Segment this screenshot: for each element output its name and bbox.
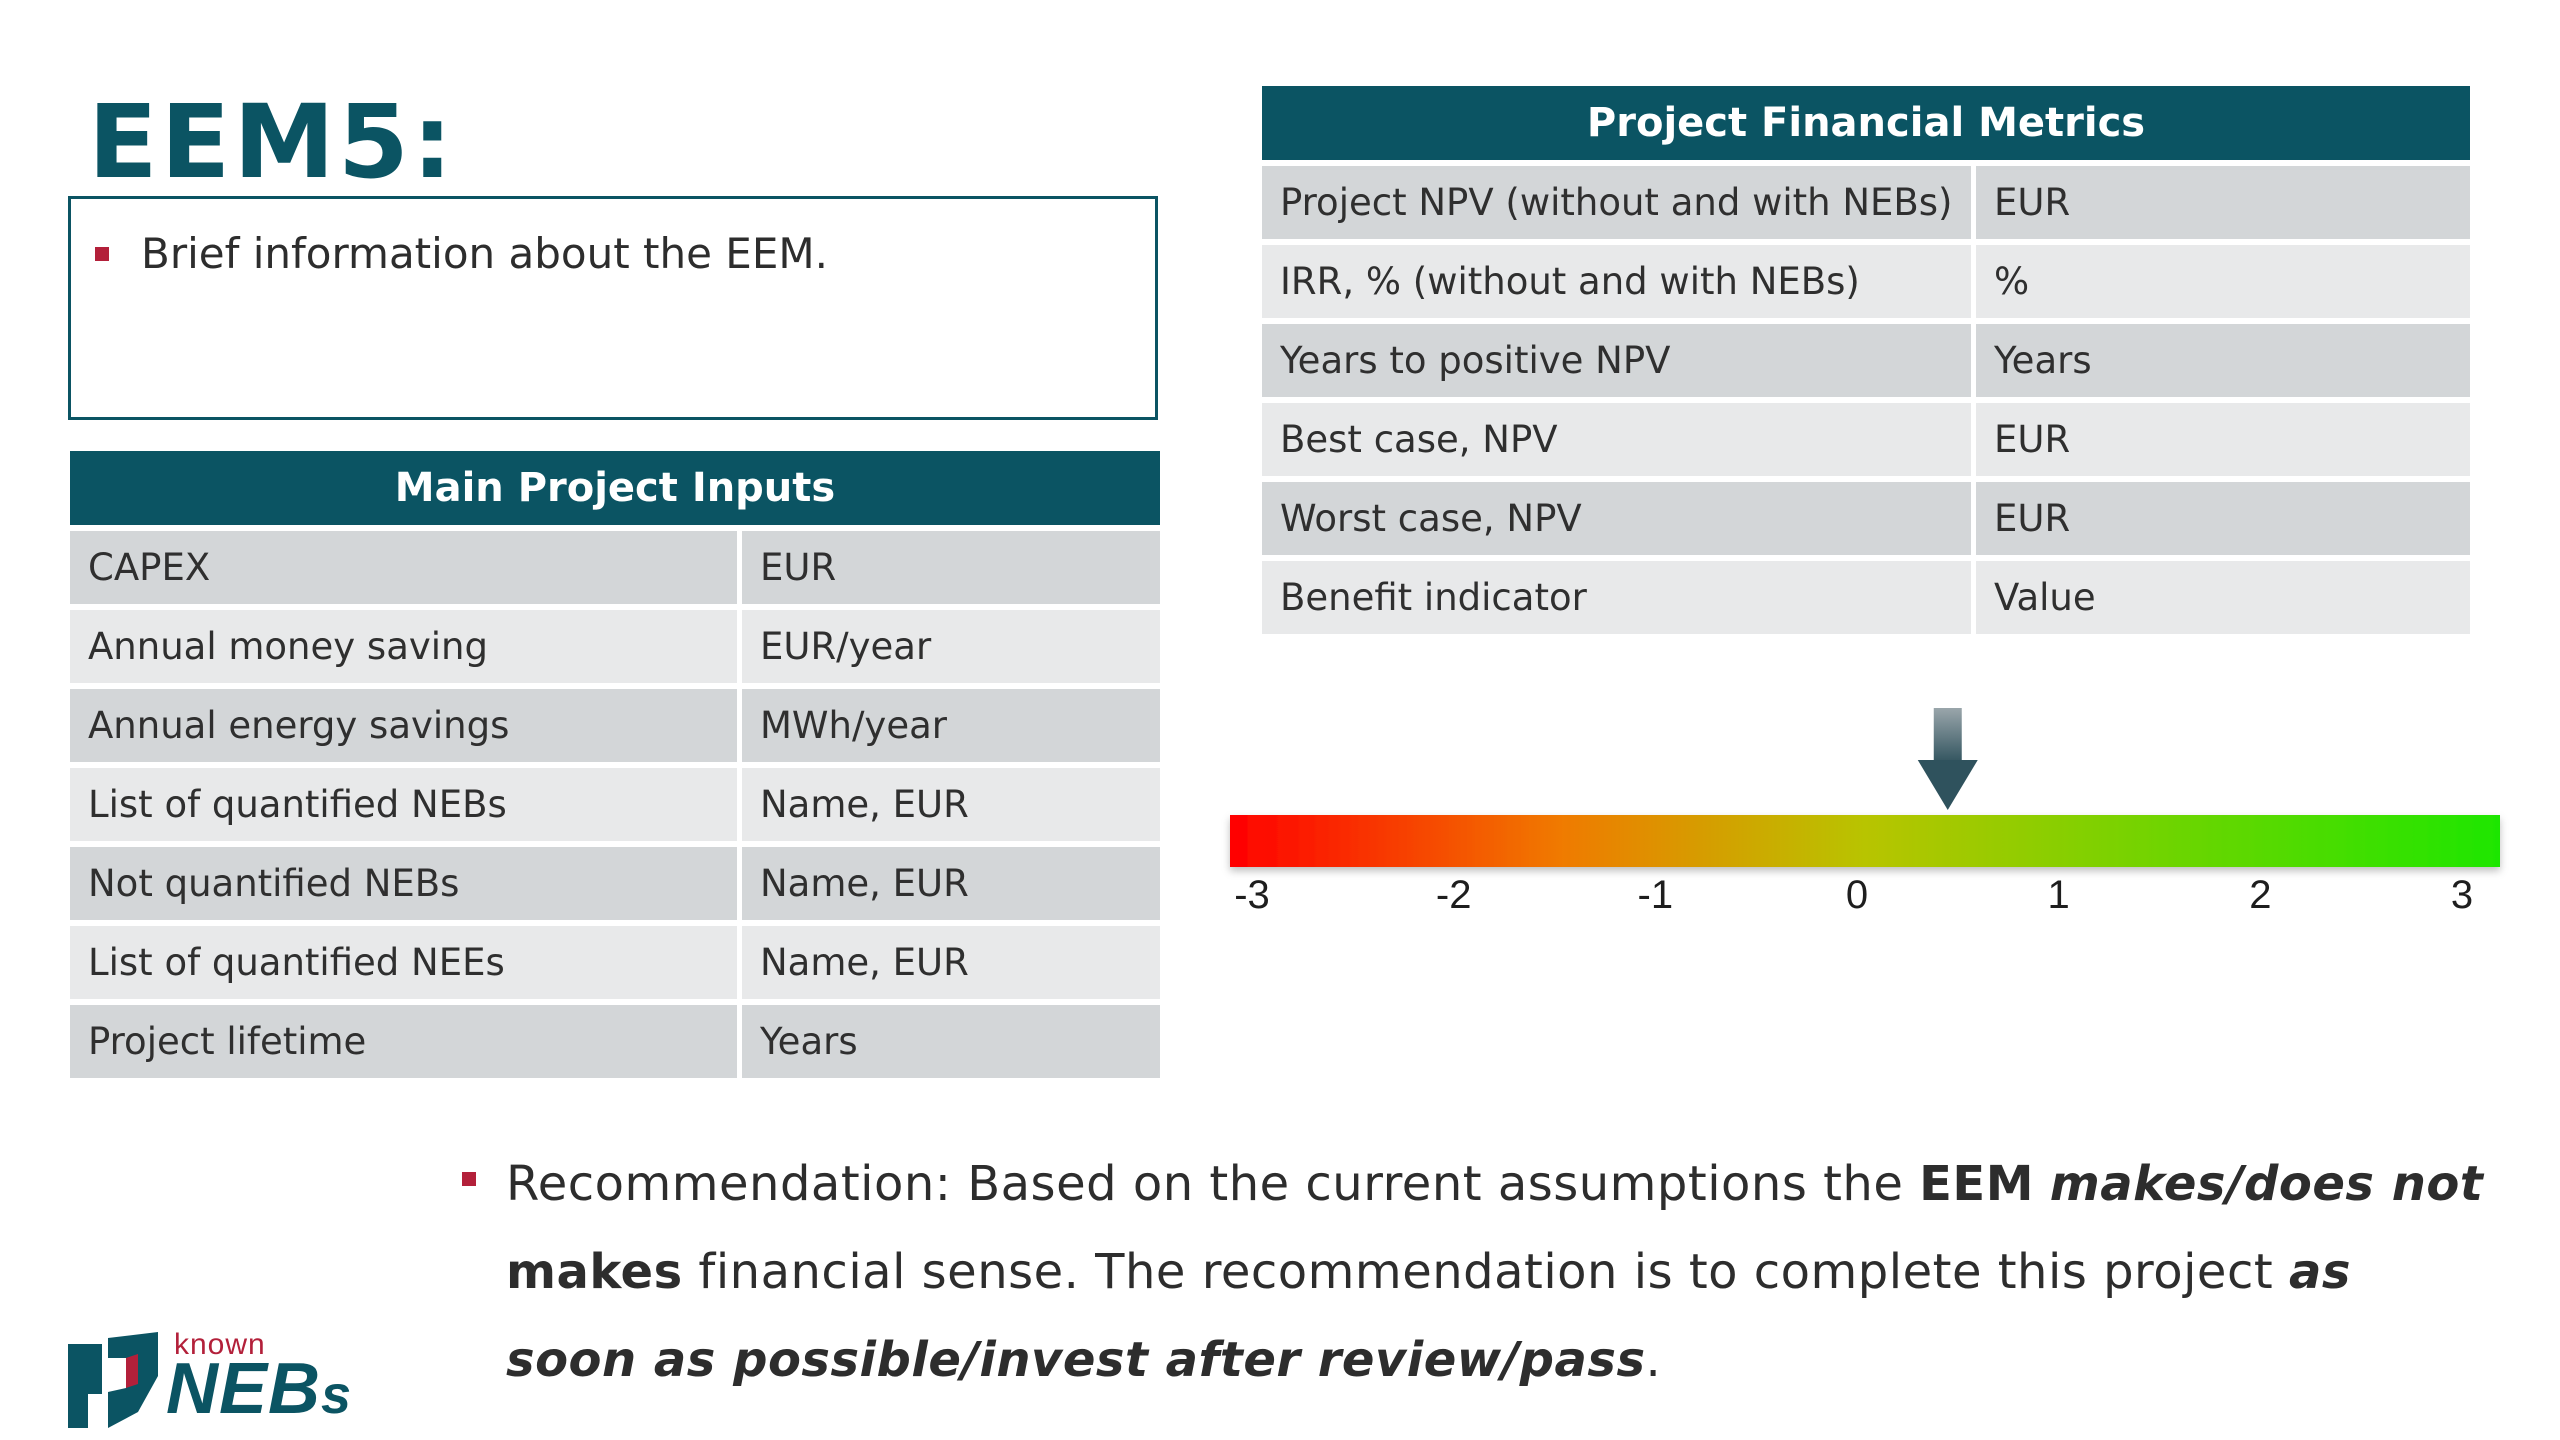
tick-label: 3 <box>2451 873 2473 917</box>
logo-big-main: NEB <box>166 1349 322 1429</box>
row-label: CAPEX <box>70 531 742 610</box>
row-value: Years <box>742 1005 1160 1084</box>
row-value: EUR <box>742 531 1160 610</box>
table-row: Not quantified NEBs Name, EUR <box>70 847 1160 926</box>
recommendation-text: Recommendation: Based on the current ass… <box>506 1140 2492 1404</box>
rec-makes-does-not: makes/does not <box>2049 1156 2484 1212</box>
table-row: Benefit indicator Value <box>1262 561 2471 640</box>
row-label: Best case, NPV <box>1262 403 1976 482</box>
row-label: Not quantified NEBs <box>70 847 742 926</box>
metrics-table-header: Project Financial Metrics <box>1262 86 2471 160</box>
table-row: Worst case, NPV EUR <box>1262 482 2471 561</box>
inputs-table-header: Main Project Inputs <box>70 451 1160 525</box>
row-label: Annual energy savings <box>70 689 742 768</box>
rec-eem: EEM <box>1919 1156 2034 1212</box>
row-label: Worst case, NPV <box>1262 482 1976 561</box>
row-value: Years <box>1976 324 2471 403</box>
row-value: EUR/year <box>742 610 1160 689</box>
project-financial-metrics-table: Project Financial Metrics Project NPV (w… <box>1262 86 2471 640</box>
row-value: EUR <box>1976 166 2471 245</box>
row-value: % <box>1976 245 2471 324</box>
rec-options: as soon as possible/invest after review/… <box>506 1244 2351 1388</box>
logo-small-text: known <box>174 1328 266 1361</box>
row-value: EUR <box>1976 403 2471 482</box>
known-nebs-logo: known NEBs <box>68 1328 398 1438</box>
table-row: IRR, % (without and with NEBs) % <box>1262 245 2471 324</box>
rec-text-1: Recommendation: Based on the current ass… <box>506 1156 1920 1212</box>
tick-label: 2 <box>2249 873 2271 917</box>
row-value: Name, EUR <box>742 926 1160 1005</box>
recommendation: Recommendation: Based on the current ass… <box>462 1140 2492 1404</box>
table-row: List of quantified NEBs Name, EUR <box>70 768 1160 847</box>
row-value: Name, EUR <box>742 768 1160 847</box>
row-label: Annual money saving <box>70 610 742 689</box>
row-value: MWh/year <box>742 689 1160 768</box>
tick-label: 1 <box>2048 873 2070 917</box>
rec-text-2 <box>2034 1156 2050 1212</box>
logo-big-suffix: s <box>321 1365 353 1425</box>
row-value: Value <box>1976 561 2471 640</box>
table-row: Best case, NPV EUR <box>1262 403 2471 482</box>
info-bullet: Brief information about the EEM. <box>95 229 828 278</box>
table-row: Annual money saving EUR/year <box>70 610 1160 689</box>
logo-mark-icon <box>68 1332 158 1428</box>
row-label: Years to positive NPV <box>1262 324 1976 403</box>
table-row: List of quantified NEEs Name, EUR <box>70 926 1160 1005</box>
slide-title: EEM5: <box>88 83 456 202</box>
tick-label: -2 <box>1436 873 1472 917</box>
bullet-square-icon <box>95 246 109 261</box>
table-row: CAPEX EUR <box>70 531 1160 610</box>
scale-bar <box>1230 815 2500 867</box>
rec-text-5: . <box>1645 1332 1662 1388</box>
indicator-pointer-arrow-icon <box>1917 708 1978 810</box>
main-project-inputs-table: Main Project Inputs CAPEX EUR Annual mon… <box>70 451 1160 1084</box>
row-label: Project lifetime <box>70 1005 742 1084</box>
table-row: Project lifetime Years <box>70 1005 1160 1084</box>
table-row: Project NPV (without and with NEBs) EUR <box>1262 166 2471 245</box>
row-label: List of quantified NEBs <box>70 768 742 847</box>
row-label: Project NPV (without and with NEBs) <box>1262 166 1976 245</box>
info-box: Brief information about the EEM. <box>68 196 1158 420</box>
table-row: Years to positive NPV Years <box>1262 324 2471 403</box>
info-text: Brief information about the EEM. <box>141 229 828 278</box>
tick-label: 0 <box>1846 873 1868 917</box>
logo-big-text: NEBs <box>166 1348 352 1430</box>
table-row: Annual energy savings MWh/year <box>70 689 1160 768</box>
row-value: EUR <box>1976 482 2471 561</box>
row-value: Name, EUR <box>742 847 1160 926</box>
bullet-square-icon <box>462 1172 476 1186</box>
benefit-indicator-scale: -3 -2 -1 0 1 2 3 <box>1230 708 2500 917</box>
rec-makes: makes <box>506 1244 683 1300</box>
row-label: Benefit indicator <box>1262 561 1976 640</box>
rec-text-4: financial sense. The recommendation is t… <box>682 1244 2289 1300</box>
tick-label: -1 <box>1638 873 1674 917</box>
row-label: List of quantified NEEs <box>70 926 742 1005</box>
row-label: IRR, % (without and with NEBs) <box>1262 245 1976 324</box>
tick-label: -3 <box>1234 873 1270 917</box>
